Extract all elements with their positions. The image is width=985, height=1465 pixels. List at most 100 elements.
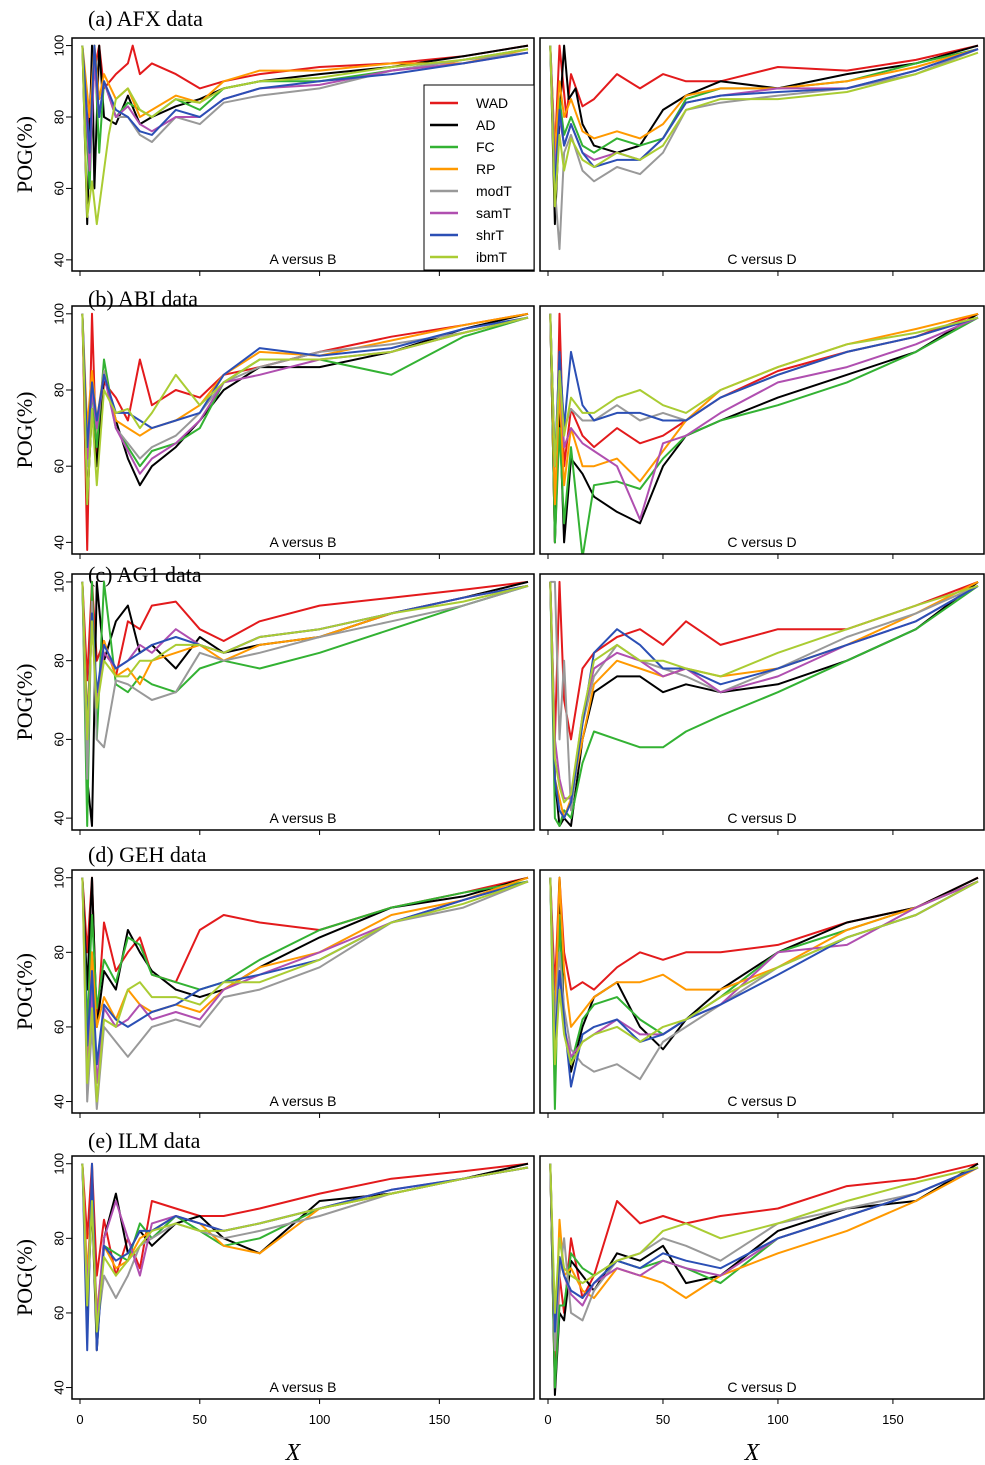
series-line-ibmt: [81, 313, 529, 506]
series-line-samt: [549, 313, 979, 521]
legend-box: [423, 84, 535, 271]
y-tick-label: 100: [51, 303, 66, 325]
y-axis-label: POG(%): [12, 953, 37, 1030]
series-line-wad: [81, 312, 529, 551]
panel-frame: [539, 869, 985, 1114]
series-line-modt: [550, 580, 979, 812]
row-title: (b) ABI data: [88, 286, 198, 311]
series-line-ad: [549, 581, 979, 827]
series-line-samt: [549, 1163, 979, 1333]
series-line-ibmt: [81, 45, 529, 226]
panel-label: C versus D: [727, 1093, 796, 1109]
y-tick-label: 80: [51, 1231, 66, 1245]
x-axis-label: X: [285, 1440, 302, 1465]
y-tick-label: 80: [51, 653, 66, 667]
x-tick-label: 0: [544, 1412, 551, 1427]
series-line-ibmt: [81, 581, 529, 741]
panel-label: A versus B: [270, 810, 337, 826]
series-line-ad: [81, 1162, 529, 1352]
series-line-rp: [549, 876, 979, 1028]
legend-entry: RP: [476, 161, 495, 177]
panel-label: C versus D: [727, 251, 796, 267]
y-tick-label: 100: [51, 867, 66, 889]
panel-frame: [71, 869, 535, 1114]
y-tick-label: 60: [51, 181, 66, 195]
series-line-modt: [81, 313, 529, 468]
x-tick-label: 50: [656, 1412, 670, 1427]
legend-entry: modT: [476, 183, 512, 199]
y-tick-label: 80: [51, 945, 66, 959]
series-line-shrt: [549, 1163, 979, 1333]
row-title: (d) GEH data: [88, 842, 207, 867]
y-tick-label: 60: [51, 1306, 66, 1320]
series-line-ibmt: [549, 581, 979, 804]
y-axis-label: POG(%): [12, 392, 37, 469]
series-line-shrt: [81, 877, 529, 1066]
series-line-ad: [549, 1162, 979, 1396]
series-line-modt: [81, 1163, 529, 1333]
series-line-ibmt: [81, 1163, 529, 1333]
series-line-ad: [81, 580, 529, 827]
panel-label: A versus B: [270, 1093, 337, 1109]
y-tick-label: 100: [51, 35, 66, 57]
series-line-ibmt: [549, 45, 979, 208]
series-line-wad: [549, 44, 979, 154]
y-tick-label: 40: [51, 1094, 66, 1108]
y-tick-label: 40: [51, 253, 66, 267]
series-line-wad: [549, 580, 979, 741]
series-line-fc: [549, 581, 979, 827]
x-tick-label: 150: [882, 1412, 904, 1427]
x-tick-label: 50: [193, 1412, 207, 1427]
series-line-rp: [549, 45, 979, 154]
series-line-modt: [549, 45, 979, 251]
series-line-wad: [549, 1162, 979, 1389]
y-axis-label: POG(%): [12, 664, 37, 741]
series-line-ibmt: [549, 313, 979, 468]
y-tick-label: 40: [51, 1380, 66, 1394]
y-tick-label: 60: [51, 732, 66, 746]
legend-entry: FC: [476, 139, 495, 155]
panel-label: A versus B: [270, 1379, 337, 1395]
y-axis-label: POG(%): [12, 1239, 37, 1316]
panel-label: C versus D: [727, 1379, 796, 1395]
series-line-fc: [81, 313, 529, 468]
y-axis-label: POG(%): [12, 116, 37, 193]
y-tick-label: 40: [51, 811, 66, 825]
series-line-shrt: [549, 581, 979, 820]
series-line-fc: [549, 313, 979, 554]
panel-label: A versus B: [270, 251, 337, 267]
panel-frame: [539, 1155, 985, 1400]
series-line-ad: [549, 44, 979, 226]
x-tick-label: 100: [309, 1412, 331, 1427]
y-tick-label: 40: [51, 535, 66, 549]
row-title: (a) AFX data: [88, 6, 203, 31]
y-tick-label: 60: [51, 1020, 66, 1034]
legend-entry: samT: [476, 205, 511, 221]
panel-label: A versus B: [270, 534, 337, 550]
series-line-ad: [549, 312, 979, 544]
series-line-wad: [81, 1162, 529, 1277]
panel-frame: [71, 573, 535, 831]
series-line-shrt: [81, 44, 529, 154]
series-line-fc: [549, 1163, 979, 1389]
series-line-ibmt: [549, 1163, 979, 1314]
series-line-shrt: [549, 877, 979, 1088]
series-line-ad: [81, 44, 529, 226]
series-line-rp: [549, 581, 979, 820]
legend-entry: shrT: [476, 227, 504, 243]
series-line-shrt: [81, 313, 529, 449]
panel-label: C versus D: [727, 810, 796, 826]
series-line-shrt: [549, 45, 979, 190]
series-line-fc: [81, 1163, 529, 1333]
series-line-ibmt: [81, 877, 529, 1103]
series-line-samt: [549, 877, 979, 1058]
x-axis-label: X: [744, 1440, 761, 1465]
series-line-ibmt: [549, 877, 979, 1066]
x-tick-label: 0: [76, 1412, 83, 1427]
x-tick-label: 100: [767, 1412, 789, 1427]
y-tick-label: 100: [51, 1153, 66, 1175]
series-line-fc: [549, 877, 979, 1110]
panel-frame: [71, 305, 535, 555]
panel-frame: [71, 1155, 535, 1400]
